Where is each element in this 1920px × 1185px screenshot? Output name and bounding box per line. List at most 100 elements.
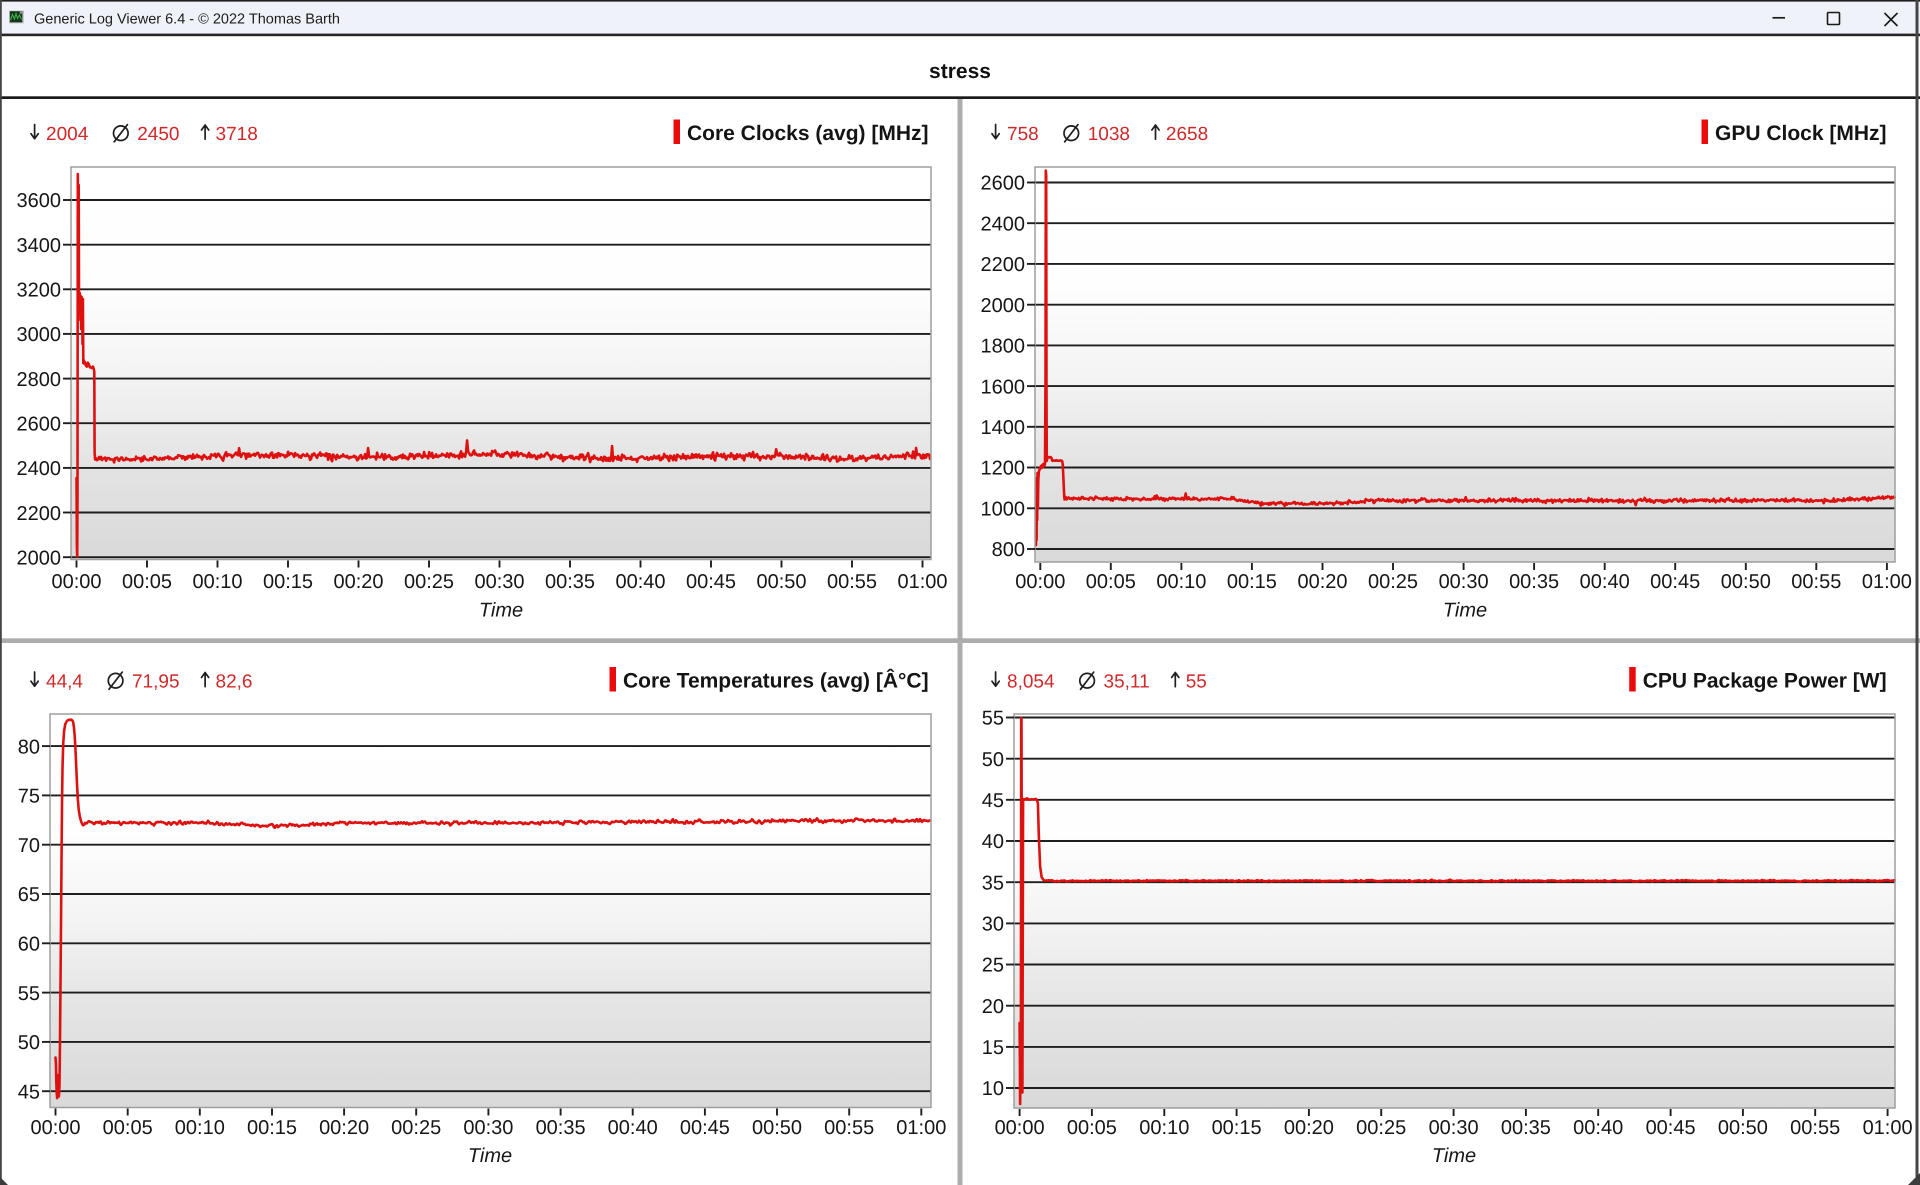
svg-text:CPU Package Power [W]: CPU Package Power [W]	[1643, 670, 1887, 693]
svg-text:1000: 1000	[981, 499, 1026, 521]
svg-text:00:00: 00:00	[51, 571, 101, 593]
svg-text:40: 40	[982, 831, 1004, 853]
svg-text:15: 15	[982, 1037, 1004, 1059]
svg-text:00:00: 00:00	[995, 1117, 1045, 1139]
svg-text:71,95: 71,95	[132, 672, 180, 693]
svg-text:00:00: 00:00	[30, 1117, 80, 1139]
svg-text:60: 60	[18, 934, 40, 956]
svg-text:Time: Time	[1432, 1145, 1476, 1167]
svg-text:50: 50	[982, 749, 1004, 771]
svg-text:00:50: 00:50	[1721, 571, 1771, 593]
svg-text:00:45: 00:45	[1650, 571, 1700, 593]
svg-text:00:05: 00:05	[103, 1117, 153, 1139]
svg-text:55: 55	[1186, 672, 1207, 693]
svg-text:50: 50	[18, 1032, 40, 1054]
svg-text:45: 45	[18, 1081, 40, 1103]
svg-text:35,11: 35,11	[1104, 672, 1150, 693]
svg-text:2004: 2004	[46, 124, 89, 145]
svg-text:01:00: 01:00	[1863, 1117, 1913, 1139]
svg-text:2000: 2000	[981, 295, 1026, 317]
svg-text:65: 65	[18, 884, 40, 906]
svg-text:1600: 1600	[981, 376, 1026, 398]
svg-text:01:00: 01:00	[896, 1117, 946, 1139]
svg-text:800: 800	[992, 539, 1025, 561]
svg-text:00:00: 00:00	[1015, 571, 1065, 593]
svg-text:44,4: 44,4	[46, 672, 83, 693]
svg-text:00:50: 00:50	[1718, 1117, 1768, 1139]
svg-text:00:05: 00:05	[1086, 571, 1136, 593]
svg-text:00:35: 00:35	[1509, 571, 1559, 593]
svg-text:00:35: 00:35	[536, 1117, 586, 1139]
svg-text:00:10: 00:10	[175, 1117, 225, 1139]
svg-text:00:35: 00:35	[545, 571, 595, 593]
svg-text:00:40: 00:40	[1580, 571, 1630, 593]
svg-text:00:25: 00:25	[404, 571, 454, 593]
svg-text:Time: Time	[468, 1145, 512, 1167]
svg-text:00:10: 00:10	[192, 571, 242, 593]
svg-text:00:20: 00:20	[1297, 571, 1347, 593]
svg-text:1038: 1038	[1088, 124, 1130, 145]
svg-text:00:30: 00:30	[1429, 1117, 1479, 1139]
svg-text:82,6: 82,6	[216, 672, 253, 693]
svg-text:2800: 2800	[17, 369, 62, 391]
svg-text:00:35: 00:35	[1501, 1117, 1551, 1139]
svg-text:00:40: 00:40	[615, 571, 665, 593]
svg-text:2200: 2200	[17, 503, 62, 525]
svg-text:00:20: 00:20	[319, 1117, 369, 1139]
svg-text:Generic Log Viewer 6.4 - © 202: Generic Log Viewer 6.4 - © 2022 Thomas B…	[34, 12, 340, 28]
svg-text:70: 70	[18, 835, 40, 857]
svg-text:00:55: 00:55	[824, 1117, 874, 1139]
svg-text:3600: 3600	[17, 190, 62, 212]
svg-text:00:20: 00:20	[333, 571, 383, 593]
svg-text:35: 35	[982, 872, 1004, 894]
svg-text:2600: 2600	[981, 173, 1026, 195]
svg-text:2400: 2400	[17, 458, 62, 480]
svg-text:00:10: 00:10	[1156, 571, 1206, 593]
svg-text:01:00: 01:00	[897, 571, 947, 593]
svg-text:Time: Time	[1443, 600, 1487, 622]
svg-text:3400: 3400	[17, 235, 62, 257]
svg-text:00:25: 00:25	[1356, 1117, 1406, 1139]
svg-text:75: 75	[18, 786, 40, 808]
svg-text:00:15: 00:15	[1212, 1117, 1262, 1139]
svg-text:20: 20	[982, 996, 1004, 1018]
svg-text:55: 55	[982, 708, 1004, 730]
svg-text:1400: 1400	[981, 417, 1026, 439]
svg-text:00:25: 00:25	[391, 1117, 441, 1139]
svg-text:00:55: 00:55	[1790, 1117, 1840, 1139]
svg-text:Time: Time	[479, 600, 523, 622]
svg-text:8,054: 8,054	[1007, 672, 1055, 693]
svg-text:00:05: 00:05	[122, 571, 172, 593]
svg-text:2658: 2658	[1166, 124, 1208, 145]
svg-text:3200: 3200	[17, 280, 62, 302]
svg-text:01:00: 01:00	[1862, 571, 1912, 593]
svg-text:00:05: 00:05	[1067, 1117, 1117, 1139]
svg-text:2200: 2200	[981, 254, 1026, 276]
svg-text:00:40: 00:40	[608, 1117, 658, 1139]
svg-text:2450: 2450	[137, 124, 179, 145]
svg-text:00:25: 00:25	[1368, 571, 1418, 593]
svg-text:80: 80	[18, 736, 40, 758]
svg-text:00:40: 00:40	[1573, 1117, 1623, 1139]
svg-text:00:10: 00:10	[1139, 1117, 1189, 1139]
svg-text:Core Clocks (avg) [MHz]: Core Clocks (avg) [MHz]	[687, 122, 929, 145]
svg-text:758: 758	[1007, 124, 1039, 145]
svg-text:55: 55	[18, 983, 40, 1005]
svg-text:10: 10	[982, 1078, 1004, 1100]
svg-text:2600: 2600	[17, 413, 62, 435]
svg-text:00:45: 00:45	[680, 1117, 730, 1139]
svg-text:Core Temperatures (avg) [Â°C]: Core Temperatures (avg) [Â°C]	[623, 669, 929, 693]
svg-text:00:20: 00:20	[1284, 1117, 1334, 1139]
svg-text:00:30: 00:30	[463, 1117, 513, 1139]
svg-text:30: 30	[982, 914, 1004, 936]
svg-text:00:15: 00:15	[1227, 571, 1277, 593]
svg-text:2400: 2400	[981, 213, 1026, 235]
svg-text:00:50: 00:50	[756, 571, 806, 593]
svg-text:00:55: 00:55	[1791, 571, 1841, 593]
svg-text:1200: 1200	[981, 458, 1026, 480]
svg-text:45: 45	[982, 790, 1004, 812]
svg-text:00:45: 00:45	[686, 571, 736, 593]
svg-text:stress: stress	[929, 60, 991, 83]
svg-text:00:30: 00:30	[474, 571, 524, 593]
svg-text:00:45: 00:45	[1646, 1117, 1696, 1139]
